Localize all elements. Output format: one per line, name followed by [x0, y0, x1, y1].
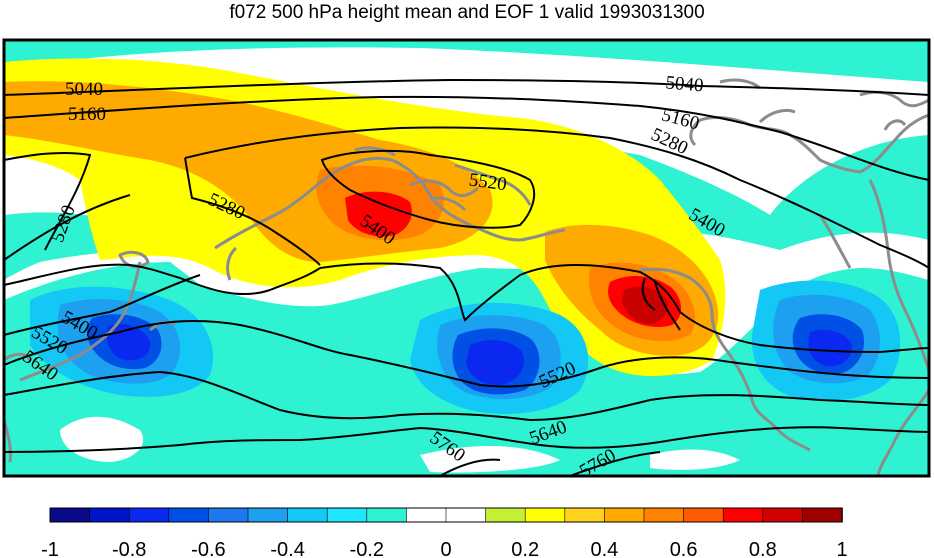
colorbar-tick-label: -0.2: [350, 539, 384, 558]
colorbar-tick-label: -0.4: [270, 539, 304, 558]
colorbar-swatch: [762, 507, 804, 523]
colorbar-swatch: [604, 507, 645, 523]
colorbar-swatches: [49, 507, 843, 523]
colorbar-tick-label: 0.4: [590, 539, 618, 558]
contour-label: 5160: [68, 104, 106, 125]
colorbar-swatch: [326, 507, 368, 523]
colorbar-swatch: [485, 507, 527, 523]
colorbar-tick-labels: -1 -0.8 -0.6 -0.4 -0.2 0 0.2 0.4 0.6 0.8 1: [41, 539, 847, 558]
colorbar-swatch: [802, 507, 843, 523]
colorbar-swatch: [366, 507, 408, 523]
colorbar-swatch: [683, 507, 724, 523]
colorbar-tick-label: 0.2: [511, 539, 539, 558]
colorbar-tick-label: -1: [41, 539, 59, 558]
colorbar-swatch: [247, 507, 289, 523]
colorbar-swatch: [208, 507, 249, 523]
colorbar-swatch: [524, 507, 566, 523]
colorbar-frame: [49, 507, 843, 523]
colorbar-swatch: [722, 507, 764, 523]
colorbar-swatch: [49, 507, 91, 523]
coastlines: [2, 78, 931, 477]
colorbar-swatch: [406, 507, 447, 523]
colorbar-swatch: [168, 507, 210, 523]
colorbar-tick-label: 0: [440, 539, 451, 558]
colorbar-swatch: [643, 507, 685, 523]
contour-label: 5040: [65, 79, 103, 100]
colorbar-swatch: [89, 507, 130, 523]
colorbar-tick-label: 0.6: [670, 539, 698, 558]
colorbar-swatch: [128, 507, 170, 523]
positive-maximum-region: [622, 286, 668, 324]
contour-label: 5520: [467, 169, 508, 195]
colorbar-tick-label: 0.8: [749, 539, 777, 558]
colorbar-tick-label: -0.6: [191, 539, 225, 558]
map-frame: [2, 38, 931, 478]
contour-label: 5040: [665, 72, 705, 96]
height-contours: [3, 78, 930, 477]
colorbar-tick-label: -0.8: [112, 539, 146, 558]
colorbar-tick-label: 1: [836, 539, 847, 558]
map-title: f072 500 hPa height mean and EOF 1 valid…: [229, 2, 705, 23]
colorbar-swatch: [564, 507, 606, 523]
colorbar-swatch: [445, 507, 487, 523]
colorbar-swatch: [287, 507, 329, 523]
